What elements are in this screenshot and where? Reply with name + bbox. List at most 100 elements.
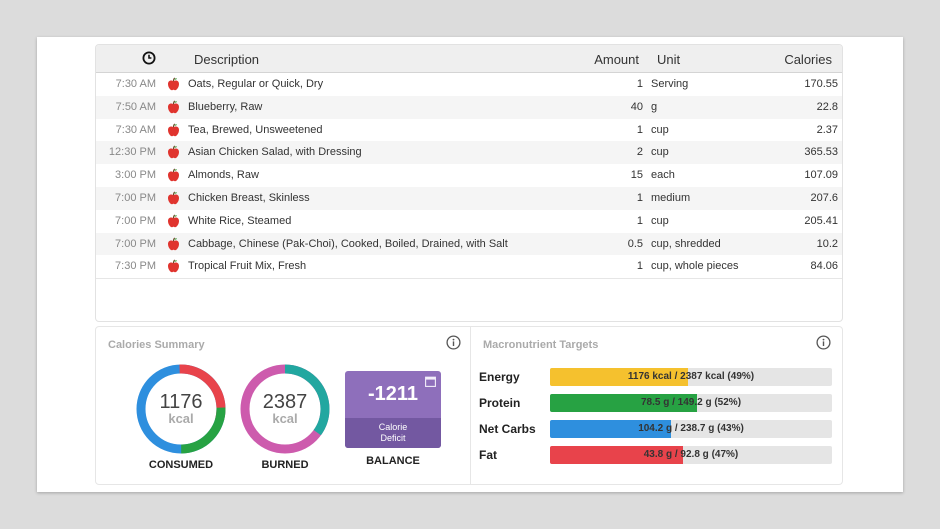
entry-time: 7:00 PM: [115, 237, 156, 250]
entry-amount[interactable]: 1: [636, 191, 643, 204]
entry-description[interactable]: Asian Chicken Salad, with Dressing: [188, 146, 362, 159]
entry-amount[interactable]: 1: [636, 123, 643, 136]
macro-name: Protein: [479, 396, 521, 410]
entry-amount[interactable]: 15: [630, 169, 643, 182]
table-row[interactable]: 7:50 AM Blueberry, Raw 40 g 22.8: [96, 95, 842, 119]
entry-amount[interactable]: 40: [630, 100, 643, 113]
entry-calories: 84.06: [810, 260, 838, 273]
balance-value: -1211: [367, 383, 419, 405]
balance-tile[interactable]: -1211 Calorie Deficit: [345, 371, 441, 448]
macro-row: Energy 1176 kcal / 2387 kcal (49%): [479, 368, 834, 386]
macro-name: Net Carbs: [479, 422, 536, 436]
apple-icon: [167, 77, 180, 94]
balance-subtitle: Calorie Deficit: [345, 418, 441, 448]
entry-description[interactable]: Cabbage, Chinese (Pak-Choi), Cooked, Boi…: [188, 237, 508, 250]
entry-time: 7:00 PM: [115, 191, 156, 204]
entry-time: 7:50 AM: [115, 100, 156, 113]
burned-unit: kcal: [272, 411, 298, 426]
macro-progress-text: 43.8 g / 92.8 g (47%): [643, 449, 739, 460]
entry-unit[interactable]: cup: [651, 123, 669, 136]
description-column-header[interactable]: Description: [194, 52, 260, 67]
entry-time: 7:30 PM: [115, 260, 156, 273]
macronutrient-title: Macronutrient Targets: [483, 339, 599, 351]
macro-row: Net Carbs 104.2 g / 238.7 g (43%): [479, 420, 834, 438]
info-icon[interactable]: [446, 335, 461, 350]
entry-description[interactable]: White Rice, Steamed: [188, 214, 292, 227]
table-row[interactable]: 7:00 PM Cabbage, Chinese (Pak-Choi), Cook…: [96, 232, 842, 256]
macro-progress-bar[interactable]: 1176 kcal / 2387 kcal (49%): [550, 368, 832, 386]
entry-unit[interactable]: Serving: [651, 78, 689, 90]
macro-row: Protein 78.5 g / 149.2 g (52%): [479, 394, 834, 412]
consumed-unit: kcal: [168, 411, 194, 426]
diary-card: Description Amount Unit Calories 7:30 AM…: [37, 37, 903, 492]
macro-row: Fat 43.8 g / 92.8 g (47%): [479, 446, 834, 464]
entry-amount[interactable]: 2: [636, 146, 643, 159]
entry-amount[interactable]: 1: [636, 260, 643, 273]
entry-calories: 2.37: [816, 123, 838, 136]
entry-amount[interactable]: 1: [636, 214, 643, 227]
entry-calories: 107.09: [804, 169, 838, 182]
entry-unit[interactable]: each: [651, 169, 675, 182]
entry-amount[interactable]: 1: [636, 78, 643, 90]
unit-column-header[interactable]: Unit: [657, 52, 681, 67]
macro-progress-bar[interactable]: 104.2 g / 238.7 g (43%): [550, 420, 832, 438]
entry-time: 12:30 PM: [108, 146, 156, 159]
entry-amount[interactable]: 0.5: [627, 237, 643, 250]
macronutrient-panel: Macronutrient Targets Energy 1176 kcal / …: [471, 326, 843, 485]
entry-description[interactable]: Tropical Fruit Mix, Fresh: [188, 260, 307, 273]
table-row[interactable]: 7:30 AM Oats, Regular or Quick, Dry 1 Servi…: [96, 73, 842, 96]
entry-unit[interactable]: cup, shredded: [651, 237, 721, 250]
entry-description[interactable]: Oats, Regular or Quick, Dry: [188, 78, 324, 90]
apple-icon: [167, 214, 180, 231]
macro-progress-bar[interactable]: 78.5 g / 149.2 g (52%): [550, 394, 832, 412]
info-icon[interactable]: [816, 335, 831, 350]
apple-icon: [167, 259, 180, 276]
macro-progress-text: 1176 kcal / 2387 kcal (49%): [627, 371, 755, 382]
macro-name: Energy: [479, 370, 520, 384]
entry-unit[interactable]: medium: [651, 191, 691, 204]
table-row[interactable]: 7:00 PM White Rice, Steamed 1 cup 205.41: [96, 210, 842, 233]
entry-description[interactable]: Blueberry, Raw: [188, 100, 263, 113]
entry-calories: 365.53: [804, 146, 838, 159]
entry-unit[interactable]: g: [651, 100, 658, 113]
time-column-header[interactable]: [96, 51, 156, 68]
table-row[interactable]: 7:00 PM Chicken Breast, Skinless 1 medium 20…: [96, 186, 842, 210]
calories-summary-panel: Calories Summary 1176 kcal CONSUMED 2387…: [95, 326, 471, 485]
calendar-icon[interactable]: [425, 376, 436, 387]
food-rows: 7:30 AM Oats, Regular or Quick, Dry 1 Servi…: [96, 73, 842, 278]
calories-summary-title: Calories Summary: [108, 339, 205, 351]
macro-progress-fill: [550, 420, 672, 438]
entry-unit[interactable]: cup: [651, 146, 669, 159]
burned-ring: [240, 364, 330, 454]
macro-progress-bar[interactable]: 43.8 g / 92.8 g (47%): [550, 446, 832, 464]
apple-icon: [167, 191, 180, 208]
entry-unit[interactable]: cup: [651, 214, 669, 227]
entry-time: 7:00 PM: [115, 214, 156, 227]
macro-progress-text: 104.2 g / 238.7 g (43%): [638, 423, 744, 434]
entry-time: 7:30 AM: [115, 123, 156, 136]
table-row[interactable]: 7:30 PM Tropical Fruit Mix, Fresh 1 cup, wh…: [96, 255, 842, 278]
table-row[interactable]: 12:30 PM Asian Chicken Salad, with Dressi…: [96, 141, 842, 165]
entry-description[interactable]: Almonds, Raw: [188, 169, 259, 182]
table-row[interactable]: 3:00 PM Almonds, Raw 15 each 107.09: [96, 164, 842, 187]
consumed-value: 1176: [159, 391, 203, 413]
entry-description[interactable]: Chicken Breast, Skinless: [188, 191, 310, 204]
amount-column-header[interactable]: Amount: [594, 52, 639, 67]
entry-calories: 207.6: [810, 191, 838, 204]
macro-name: Fat: [479, 448, 497, 462]
balance-sub-line2: Deficit: [380, 433, 406, 443]
macro-progress-fill: [550, 446, 683, 464]
entry-description[interactable]: Tea, Brewed, Unsweetened: [188, 123, 323, 136]
entry-time: 7:30 AM: [115, 78, 156, 90]
apple-icon: [167, 123, 180, 140]
consumed-label: CONSUMED: [148, 459, 214, 471]
consumed-ring: [136, 364, 226, 454]
macro-progress-text: 78.5 g / 149.2 g (52%): [640, 397, 742, 408]
burned-label: BURNED: [261, 459, 309, 471]
entry-calories: 10.2: [816, 237, 838, 250]
apple-icon: [167, 237, 180, 254]
entry-unit[interactable]: cup, whole pieces: [651, 260, 739, 273]
table-row[interactable]: 7:30 AM Tea, Brewed, Unsweetened 1 cup 2.37: [96, 119, 842, 142]
calories-column-header[interactable]: Calories: [784, 52, 832, 67]
balance-label: BALANCE: [366, 455, 420, 467]
